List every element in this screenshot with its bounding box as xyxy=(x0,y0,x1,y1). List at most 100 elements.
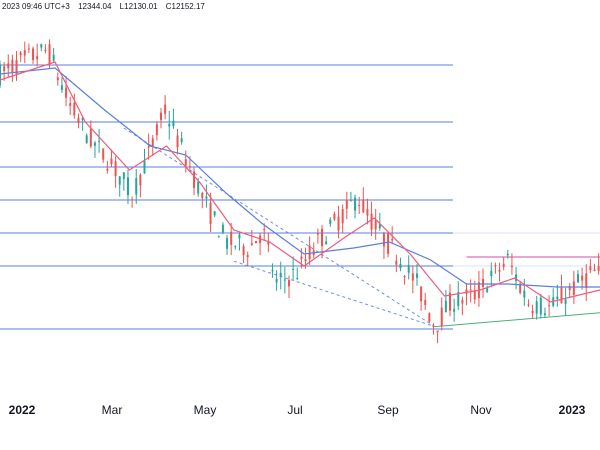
candle-body xyxy=(102,148,105,160)
candle-body xyxy=(89,128,92,147)
candle-117 xyxy=(482,268,485,298)
candle-body xyxy=(432,326,435,328)
candle-body xyxy=(556,296,559,300)
candle-body xyxy=(576,274,579,283)
candle-118 xyxy=(486,285,489,293)
candle-body xyxy=(465,289,468,294)
candle-body xyxy=(283,279,286,281)
candle-32 xyxy=(131,196,134,208)
candle-70 xyxy=(287,275,290,299)
candle-47 xyxy=(193,167,196,196)
candle-body xyxy=(354,197,357,211)
candle-96 xyxy=(395,254,398,273)
candle-34 xyxy=(139,173,142,198)
candle-50 xyxy=(205,184,208,208)
candle-body xyxy=(188,166,191,168)
candle-79 xyxy=(325,236,328,245)
candle-27 xyxy=(110,149,113,168)
candle-body xyxy=(581,275,584,281)
candle-71 xyxy=(292,256,295,281)
candle-body xyxy=(176,135,179,148)
candle-body xyxy=(436,330,439,333)
candle-body xyxy=(535,301,538,314)
candle-35 xyxy=(143,148,146,174)
x-tick-label: Sep xyxy=(377,403,399,417)
candle-86 xyxy=(354,194,357,219)
candle-65 xyxy=(267,232,270,253)
x-tick-label: Jul xyxy=(287,403,302,417)
candle-49 xyxy=(201,191,204,209)
candle-body xyxy=(172,120,175,127)
candle-body xyxy=(131,199,134,201)
candle-61 xyxy=(250,230,253,246)
candle-body xyxy=(209,202,212,225)
candle-body xyxy=(597,266,600,271)
candle-body xyxy=(366,209,369,216)
candle-132 xyxy=(543,307,546,318)
candle-52 xyxy=(213,210,216,218)
candle-body xyxy=(473,290,476,300)
candle-body xyxy=(15,60,18,75)
x-tick-label: May xyxy=(194,403,217,417)
candle-body xyxy=(585,273,588,288)
header-high: 12344.04 xyxy=(78,2,112,11)
candle-111 xyxy=(457,281,460,311)
candle-69 xyxy=(283,266,286,294)
candle-body xyxy=(114,161,117,177)
candle-body xyxy=(118,176,121,185)
candle-134 xyxy=(552,288,555,308)
candle-body xyxy=(271,269,274,272)
candle-body xyxy=(143,160,146,174)
candle-body xyxy=(98,140,101,142)
candle-body xyxy=(358,205,361,207)
candle-53 xyxy=(217,235,220,238)
candle-body xyxy=(461,299,464,304)
candle-6 xyxy=(23,41,26,64)
candle-body xyxy=(420,286,423,302)
candle-body xyxy=(362,199,365,213)
candle-body xyxy=(155,124,158,136)
candle-126 xyxy=(519,280,522,295)
candle-26 xyxy=(106,160,109,174)
candle-107 xyxy=(440,297,443,331)
candle-body xyxy=(564,299,567,304)
candle-135 xyxy=(556,284,559,307)
candle-body xyxy=(126,177,129,196)
candle-body xyxy=(267,241,270,245)
candle-97 xyxy=(399,257,402,272)
candle-body xyxy=(275,278,278,283)
candle-body xyxy=(333,213,336,220)
candle-64 xyxy=(263,223,266,241)
candle-57 xyxy=(234,245,237,250)
candle-body xyxy=(139,174,142,186)
candle-56 xyxy=(230,222,233,256)
candle-body xyxy=(60,85,63,90)
candle-22 xyxy=(89,120,92,149)
candle-30 xyxy=(122,172,125,191)
candle-body xyxy=(11,59,14,73)
x-tick-label: Mar xyxy=(102,403,123,417)
candle-21 xyxy=(85,133,88,144)
candle-body xyxy=(486,288,489,293)
candle-body xyxy=(349,199,352,201)
candle-84 xyxy=(345,191,348,220)
candle-body xyxy=(122,172,125,179)
candle-113 xyxy=(465,282,468,306)
candle-124 xyxy=(510,253,513,275)
candle-body xyxy=(32,48,35,61)
candle-43 xyxy=(176,128,179,155)
candle-body xyxy=(387,233,390,254)
candle-body xyxy=(65,87,68,98)
ohlc-header: 2023 09:46 UTC+3 12344.04 L12130.01 C121… xyxy=(2,0,211,14)
candle-60 xyxy=(246,251,249,266)
header-timestamp: 2023 09:46 UTC+3 xyxy=(2,2,70,11)
candle-body xyxy=(246,255,249,258)
candle-144 xyxy=(593,263,596,272)
x-tick-label: 2023 xyxy=(559,403,586,417)
candle-body xyxy=(325,241,328,245)
candle-67 xyxy=(275,270,278,291)
candle-body xyxy=(19,52,22,56)
candle-body xyxy=(531,310,534,314)
candle-body xyxy=(201,192,204,199)
candle-76 xyxy=(312,242,315,259)
